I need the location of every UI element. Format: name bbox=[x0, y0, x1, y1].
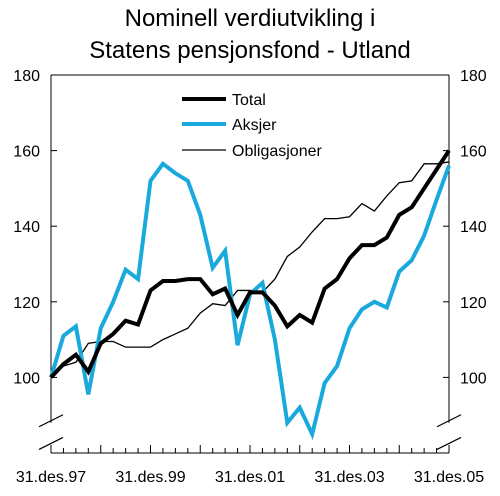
x-tick-label: 31.des.99 bbox=[115, 469, 185, 486]
x-tick-label: 31.des.03 bbox=[314, 469, 384, 486]
y-tick-label-right: 180 bbox=[460, 68, 487, 85]
x-tick-label: 31.des.97 bbox=[16, 469, 86, 486]
y-tick-label-left: 100 bbox=[13, 370, 40, 387]
axes: 100 100 120 120 140 140 160 160 180 180 31.des.97 3… bbox=[13, 68, 487, 486]
right-axis-break-mark bbox=[436, 414, 462, 428]
y-tick-label-right: 120 bbox=[460, 295, 487, 312]
y-tick-label-right: 100 bbox=[460, 370, 487, 387]
y-tick-label-left: 160 bbox=[13, 144, 40, 161]
chart-title-line-1: Nominell verdiutvikling i bbox=[125, 5, 376, 32]
chart-title-line-2: Statens pensjonsfond - Utland bbox=[89, 37, 411, 64]
legend: Total Aksjer Obligasjoner bbox=[182, 92, 323, 160]
series-layer bbox=[49, 149, 451, 441]
x-tick-label: 31.des.01 bbox=[215, 469, 285, 486]
legend-label-total: Total bbox=[232, 92, 266, 109]
series-line-obligasjoner bbox=[50, 161, 450, 378]
y-tick-label-left: 180 bbox=[13, 68, 40, 85]
series-line-total bbox=[49, 149, 451, 379]
y-tick-label-right: 140 bbox=[460, 219, 487, 236]
y-tick-label-right: 160 bbox=[460, 144, 487, 161]
y-tick-label-left: 120 bbox=[13, 295, 40, 312]
x-tick-label: 31.des.05 bbox=[414, 469, 484, 486]
right-axis-break-mark bbox=[436, 436, 462, 450]
left-axis-break-mark bbox=[38, 414, 64, 428]
y-tick-label-left: 140 bbox=[13, 219, 40, 236]
legend-label-aksjer: Aksjer bbox=[232, 117, 277, 134]
left-axis-break-mark bbox=[38, 436, 64, 450]
legend-label-obligasjoner: Obligasjoner bbox=[232, 143, 323, 160]
series-line-aksjer bbox=[49, 161, 451, 441]
